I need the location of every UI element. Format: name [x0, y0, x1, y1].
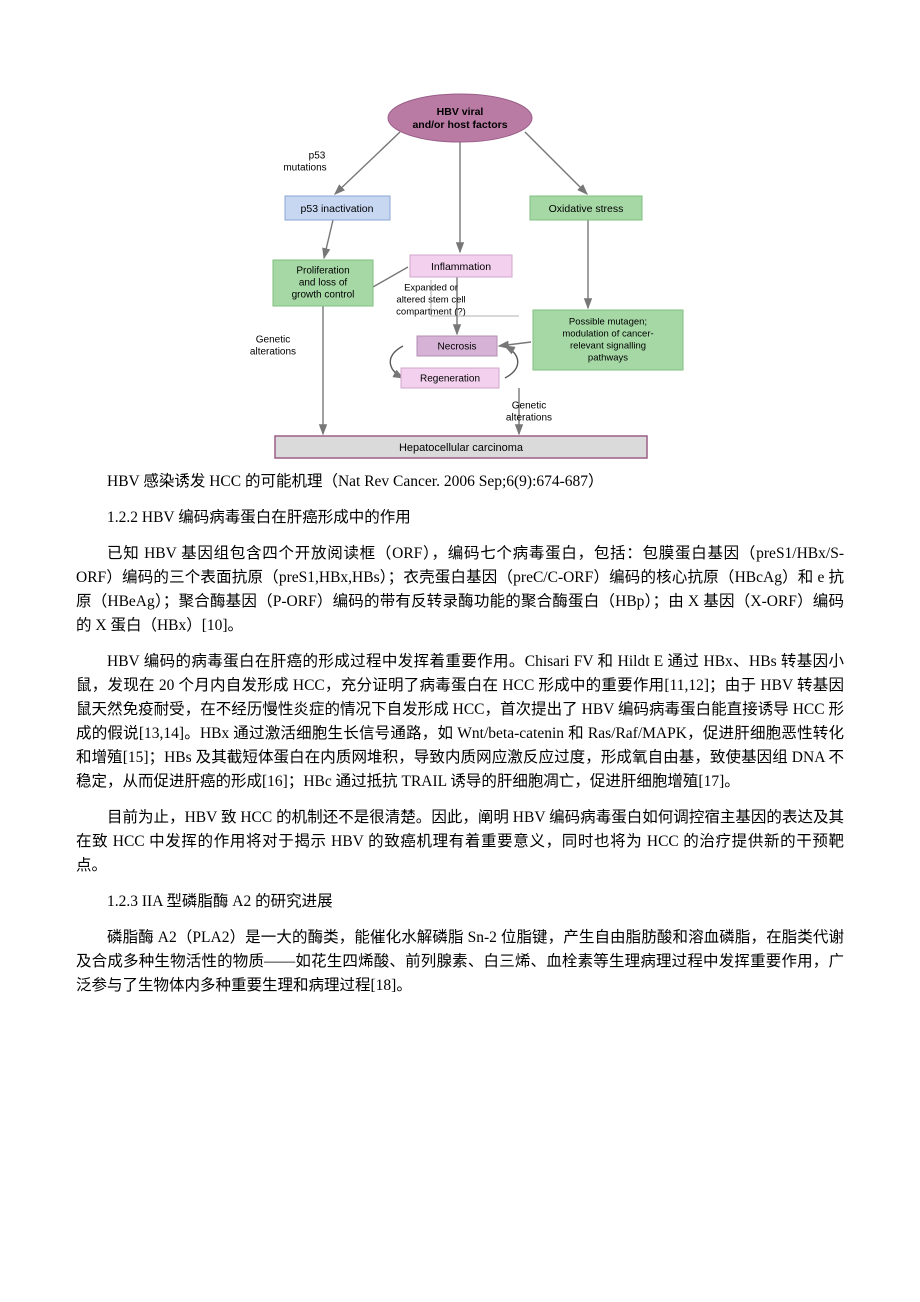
node-necrosis-text: Necrosis [438, 342, 477, 353]
label-genalt-left-1: Genetic [256, 335, 290, 346]
arrow-top-to-oxidative [525, 132, 587, 194]
arrow-p53-to-prolif [324, 220, 333, 258]
paragraph-1: 已知 HBV 基因组包含四个开放阅读框（ORF），编码七个病毒蛋白，包括：包膜蛋… [76, 542, 844, 638]
paragraph-2: HBV 编码的病毒蛋白在肝癌的形成过程中发挥着重要作用。Chisari FV 和… [76, 650, 844, 794]
node-proliferation-text-3: growth control [292, 290, 355, 301]
node-hbv-viral-text-1: HBV viral [437, 106, 484, 118]
node-oxidative-stress-text: Oxidative stress [549, 203, 624, 215]
section-1-2-2: 1.2.2 HBV 编码病毒蛋白在肝癌形成中的作用 [76, 506, 844, 530]
node-mutagen-text-3: relevant signalling [570, 341, 646, 352]
arrow-mutagen-to-necrosis [499, 342, 531, 346]
hbv-hcc-diagram: HBV viral and/or host factors p53 mutati… [225, 90, 695, 460]
label-p53-mutations-1: p53 [309, 151, 326, 162]
node-proliferation-text-1: Proliferation [296, 266, 349, 277]
diagram-container: HBV viral and/or host factors p53 mutati… [225, 90, 695, 460]
node-hcc-text: Hepatocellular carcinoma [399, 442, 524, 454]
node-p53-inactivation-text: p53 inactivation [301, 203, 374, 215]
label-genalt-left-2: alterations [250, 347, 296, 358]
paragraph-3: 目前为止，HBV 致 HCC 的机制还不是很清楚。因此，阐明 HBV 编码病毒蛋… [76, 806, 844, 878]
label-p53-mutations-2: mutations [283, 163, 326, 174]
diagram-caption: HBV 感染诱发 HCC 的可能机理（Nat Rev Cancer. 2006 … [76, 470, 844, 494]
label-genalt-right-2: alterations [506, 413, 552, 424]
paragraph-4: 磷脂酶 A2（PLA2）是一大的酶类，能催化水解磷脂 Sn-2 位脂键，产生自由… [76, 926, 844, 998]
node-mutagen-text-4: pathways [588, 353, 628, 364]
section-1-2-3: 1.2.3 IIA 型磷脂酶 A2 的研究进展 [76, 890, 844, 914]
node-mutagen-text-2: modulation of cancer- [562, 329, 653, 340]
arrow-prolif-to-inflammation [373, 267, 408, 287]
node-regeneration-text: Regeneration [420, 374, 480, 385]
label-genalt-right-1: Genetic [512, 401, 546, 412]
node-mutagen-text-1: Possible mutagen; [569, 317, 647, 328]
arrow-top-to-p53 [335, 132, 400, 194]
node-hbv-viral-text-2: and/or host factors [412, 119, 507, 131]
node-inflammation-text: Inflammation [431, 261, 491, 273]
node-proliferation-text-2: and loss of [299, 278, 348, 289]
